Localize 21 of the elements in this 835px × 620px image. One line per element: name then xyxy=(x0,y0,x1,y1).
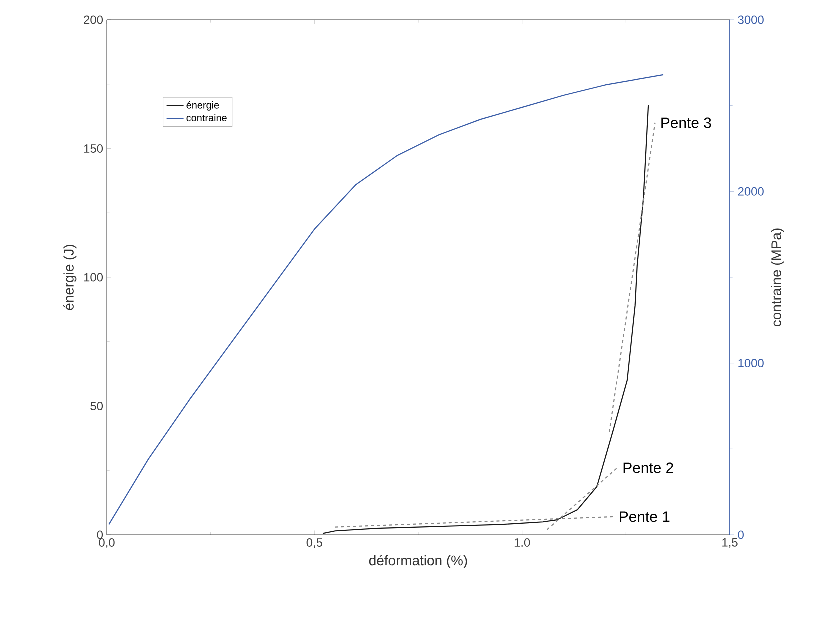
x-axis-title: déformation (%) xyxy=(369,555,468,568)
y2-tick-label: 1000 xyxy=(738,359,764,368)
legend-label: énergie xyxy=(186,101,220,111)
y2-tick-label: 3000 xyxy=(738,16,764,24)
y2-tick-label: 2000 xyxy=(738,187,764,196)
y-tick-label: 0 xyxy=(97,530,104,540)
annotation: Pente 3 xyxy=(662,118,712,128)
y-tick-label: 200 xyxy=(84,16,104,24)
legend-label: contraine xyxy=(186,114,227,122)
y2-tick-label: 0 xyxy=(738,530,744,540)
annotation: Pente 1 xyxy=(620,512,670,522)
y-tick-label: 100 xyxy=(84,273,104,282)
y-axis-title: énergie (J) xyxy=(64,245,77,310)
annotation: Pente 2 xyxy=(624,462,674,474)
x-tick-label: 0,5 xyxy=(306,538,322,548)
y2-axis-title: contraine (MPa) xyxy=(771,228,784,327)
x-tick-label: 1.0 xyxy=(514,538,530,547)
y-tick-label: 50 xyxy=(90,402,104,410)
x-tick-label: 1,5 xyxy=(722,538,738,548)
x-tick-label: 0,0 xyxy=(99,538,115,548)
y-tick-label: 150 xyxy=(84,144,104,153)
